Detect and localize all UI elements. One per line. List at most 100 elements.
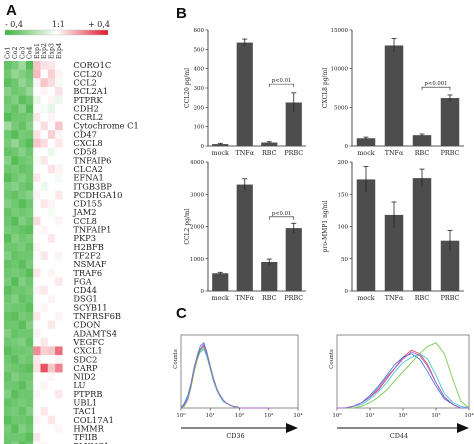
heatmap-cell — [47, 415, 56, 425]
y-axis-label: Counts — [329, 349, 335, 369]
heatmap-row-label: CARP — [73, 363, 98, 373]
significance-label: p<0.001 — [425, 81, 448, 87]
heatmap-cell — [40, 234, 48, 243]
heatmap-cell — [33, 346, 41, 356]
heatmap-cell — [25, 320, 34, 330]
heatmap-cell — [47, 389, 56, 399]
heatmap-cell — [11, 303, 19, 313]
x-tick-label: 10⁴ — [464, 412, 474, 419]
heatmap-cell — [25, 95, 34, 105]
heatmap-cell — [47, 95, 56, 105]
heatmap-cell — [33, 294, 41, 304]
heatmap-cell — [4, 190, 12, 200]
x-axis-arrow-icon — [457, 423, 469, 433]
heatmap-cell — [4, 337, 12, 347]
heatmap-row-label: CCL20 — [73, 69, 102, 79]
heatmap-column-label-co4: Co4 — [27, 47, 34, 59]
x-tick-label: 10³ — [431, 412, 440, 419]
legend-high-label: + 0,4 — [88, 20, 110, 29]
heatmap-cell — [4, 415, 12, 425]
heatmap-cell — [18, 251, 27, 261]
heatmap-row-label: UBL1 — [73, 398, 97, 408]
bar-mock — [212, 144, 229, 146]
heatmap-cell — [55, 407, 63, 416]
heatmap-cell — [18, 294, 27, 304]
heatmap-cell — [25, 190, 34, 200]
heatmap-cell — [40, 441, 48, 444]
y-tick-label: 200 — [338, 160, 349, 166]
heatmap-cell — [25, 432, 34, 442]
heatmap-column-label-exp3: Exp3 — [48, 43, 55, 59]
heatmap-cell — [4, 303, 12, 313]
heatmap-cell — [40, 95, 48, 105]
heatmap-cell — [11, 251, 19, 261]
bar-prbc — [440, 240, 460, 291]
heatmap-cell — [18, 424, 27, 434]
heatmap-cell — [55, 242, 63, 252]
heatmap-cell — [55, 355, 63, 364]
bar-prbc — [285, 102, 302, 146]
heatmap-row-label: TAC1 — [73, 406, 96, 416]
heatmap-cell — [18, 285, 27, 295]
heatmap-row-label: CDH2 — [73, 103, 99, 113]
heatmap-cell — [55, 268, 63, 278]
heatmap-cell — [55, 86, 63, 96]
heatmap-cell — [33, 424, 41, 434]
heatmap-cell — [33, 311, 41, 321]
heatmap-cell — [25, 285, 34, 295]
heatmap-cell — [47, 441, 56, 444]
bar-tnf — [384, 214, 404, 291]
heatmap-cell — [55, 182, 63, 191]
heatmap-cell — [47, 173, 56, 183]
heatmap-cell — [55, 216, 63, 226]
heatmap-cell — [25, 182, 34, 191]
bar-tnf — [384, 45, 404, 146]
heatmap-cell — [25, 398, 34, 408]
heatmap-cell — [55, 130, 63, 140]
heatmap-cell — [33, 208, 41, 217]
heatmap-cell — [55, 329, 63, 338]
heatmap-column-label-exp4: Exp4 — [56, 43, 63, 59]
category-label-rbc: RBC — [262, 149, 277, 157]
heatmap-cell — [47, 277, 56, 287]
heatmap-cell — [47, 112, 56, 122]
heatmap-cell — [11, 121, 19, 131]
heatmap-cell — [11, 424, 19, 434]
heatmap-row-label: CCL8 — [73, 216, 97, 226]
y-tick-label: 100 — [194, 125, 205, 131]
heatmap-cell — [4, 112, 12, 122]
heatmap-row-label: EFNA1 — [73, 173, 103, 183]
bar-chart-cxcl8: 0 5000 10000 15000 CXCL8 pg/ml mock TNFα RBC PRB… — [322, 28, 464, 157]
y-tick-label: 4000 — [190, 160, 204, 166]
heatmap-cell — [18, 61, 27, 70]
heatmap-cell — [18, 329, 27, 338]
heatmap-column-label-co2: Co2 — [12, 47, 19, 59]
heatmap-cell — [47, 398, 56, 408]
heatmap-cell — [55, 61, 63, 70]
heatmap-cell — [18, 320, 27, 330]
y-tick-label: 600 — [194, 28, 205, 34]
significance-bracket — [268, 83, 295, 88]
category-label-prbc: PRBC — [441, 149, 460, 157]
heatmap-cell — [40, 86, 48, 96]
heatmap-cell — [11, 363, 19, 373]
heatmap-cell — [33, 277, 41, 287]
heatmap-cell — [18, 164, 27, 174]
heatmap-cell — [47, 285, 56, 295]
heatmap-row-label: SCYB11 — [73, 302, 107, 312]
heatmap-cell — [11, 415, 19, 425]
heatmap-cell — [47, 138, 56, 148]
heatmap-cell — [55, 259, 63, 269]
legend-gradient-bar — [4, 29, 109, 36]
heatmap-cell — [47, 259, 56, 269]
heatmap-cell — [40, 104, 48, 114]
heatmap-cell — [4, 407, 12, 416]
heatmap-cell — [47, 216, 56, 226]
heatmap-cell — [47, 432, 56, 442]
heatmap-cell — [40, 121, 48, 131]
heatmap-cell — [33, 95, 41, 105]
heatmap-row-label: CD58 — [73, 147, 97, 157]
heatmap-cell — [25, 277, 34, 287]
panel-letter-b: B — [176, 5, 187, 22]
